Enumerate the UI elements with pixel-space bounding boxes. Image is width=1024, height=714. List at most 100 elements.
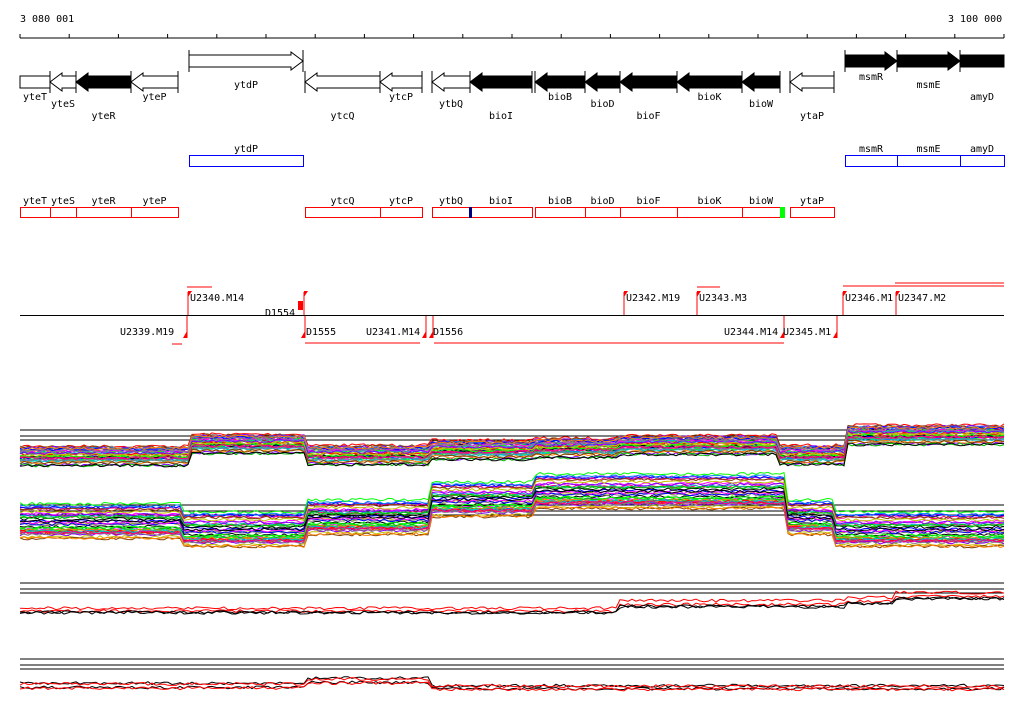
probe-label-above[interactable]: U2343.M3 (699, 293, 747, 304)
probe-flag (697, 291, 701, 297)
gene-arrow-bioK[interactable] (676, 72, 743, 92)
operon-marker-green (780, 207, 785, 218)
gene-arrow-yteT[interactable] (19, 75, 51, 89)
probe-flag (304, 291, 308, 297)
operon-box-red[interactable] (742, 207, 781, 218)
gene-label: amyD (970, 92, 994, 103)
gene-label: bioI (489, 111, 513, 122)
gene-label: yteT (23, 92, 47, 103)
probe-label-below[interactable]: U2345.M1 (783, 327, 831, 338)
gene-label: bioK (697, 92, 721, 103)
gene-label: ytaP (800, 111, 824, 122)
operon-box-red[interactable] (677, 207, 743, 218)
operon-label: bioI (489, 196, 513, 207)
operon-box-red[interactable] (432, 207, 471, 218)
probe-label-below[interactable]: D1556 (433, 327, 463, 338)
operon-label: yteS (51, 196, 75, 207)
gene-arrow-yteR[interactable] (75, 72, 132, 92)
operon-box-red[interactable] (535, 207, 586, 218)
expression-line (19, 439, 1005, 465)
gene-arrow-yteP[interactable] (130, 72, 179, 92)
expression-line (19, 590, 1005, 611)
operon-box-blue[interactable] (897, 155, 961, 167)
expression-line (19, 482, 1005, 525)
expression-line (19, 492, 1005, 535)
operon-box-red[interactable] (131, 207, 179, 218)
gene-arrow-yteS[interactable] (49, 72, 77, 92)
operon-box-red[interactable] (20, 207, 51, 218)
gene-arrow-msmE[interactable] (896, 51, 961, 71)
expression-line (19, 427, 1005, 453)
expression-line (19, 676, 1005, 688)
gene-arrow-ytbQ[interactable] (431, 72, 471, 92)
gene-arrow-bioB[interactable] (534, 72, 586, 92)
probe-flag (896, 291, 900, 297)
probe-label-above[interactable]: U2346.M1 (845, 293, 893, 304)
operon-label: msmR (859, 144, 884, 155)
gene-label: ytbQ (439, 99, 463, 110)
probe-flag (843, 291, 847, 297)
probe-flag (183, 331, 187, 338)
gene-label: msmE (916, 80, 940, 91)
probe-label-above[interactable]: U2347.M2 (898, 293, 946, 304)
gene-label: bioD (590, 99, 614, 110)
expression-line (19, 681, 1005, 692)
operon-label: ytbQ (439, 196, 463, 207)
expression-line (19, 677, 1005, 689)
operon-box-red[interactable] (790, 207, 835, 218)
operon-box-red[interactable] (50, 207, 77, 218)
gene-label: ytdP (234, 80, 258, 91)
probe-flag (298, 301, 303, 310)
operon-label: msmE (916, 144, 940, 155)
operon-label: bioD (590, 196, 614, 207)
expression-line (19, 495, 1005, 538)
operon-label: ytcP (389, 196, 413, 207)
operon-box-red[interactable] (620, 207, 678, 218)
gene-label: bioW (749, 99, 774, 110)
gene-arrow-bioW[interactable] (741, 72, 781, 92)
expression-line (19, 477, 1005, 520)
probe-label-below[interactable]: D1555 (306, 327, 336, 338)
operon-box-blue[interactable] (189, 155, 304, 167)
operon-box-blue[interactable] (845, 155, 898, 167)
gene-arrow-bioI[interactable] (469, 72, 533, 92)
probe-label-below[interactable]: U2341.M14 (366, 327, 420, 338)
expression-line (19, 596, 1005, 615)
operon-box-red[interactable] (380, 207, 423, 218)
probe-label-below[interactable]: U2339.M19 (120, 327, 174, 338)
operon-box-blue[interactable] (960, 155, 1005, 167)
operon-box-red[interactable] (76, 207, 132, 218)
gene-label: ytcP (389, 92, 413, 103)
gene-arrow-msmR[interactable] (844, 51, 898, 71)
gene-label: yteR (91, 111, 116, 122)
expression-line (19, 492, 1005, 535)
probe-label-above[interactable]: D1554 (265, 308, 295, 319)
gene-arrow-bioF[interactable] (619, 72, 678, 92)
gene-label: yteS (51, 99, 75, 110)
probe-flag (422, 331, 426, 338)
probe-label-above[interactable]: U2340.M14 (190, 293, 244, 304)
operon-box-red[interactable] (470, 207, 533, 218)
probe-label-below[interactable]: U2344.M14 (724, 327, 778, 338)
gene-arrow-ytcQ[interactable] (304, 72, 381, 92)
expression-line (19, 439, 1005, 465)
probe-flag (624, 291, 628, 297)
operon-label: ytcQ (330, 196, 354, 207)
expression-line (19, 434, 1005, 460)
gene-arrow-bioD[interactable] (584, 72, 621, 92)
expression-line (19, 474, 1005, 517)
operon-box-red[interactable] (585, 207, 621, 218)
probe-flag (780, 331, 784, 338)
probe-label-above[interactable]: U2342.M19 (626, 293, 680, 304)
operon-marker-navy (469, 207, 472, 218)
operon-box-red[interactable] (305, 207, 381, 218)
expression-line (19, 502, 1005, 544)
gene-arrow-ytaP[interactable] (789, 72, 835, 92)
operon-label: yteR (91, 196, 116, 207)
gene-arrow-ytdP[interactable] (188, 51, 304, 71)
gene-arrow-ytcP[interactable] (379, 72, 423, 92)
probe-flag (429, 331, 433, 338)
gene-arrow-amyD[interactable] (959, 54, 1005, 68)
expression-line (19, 506, 1005, 549)
